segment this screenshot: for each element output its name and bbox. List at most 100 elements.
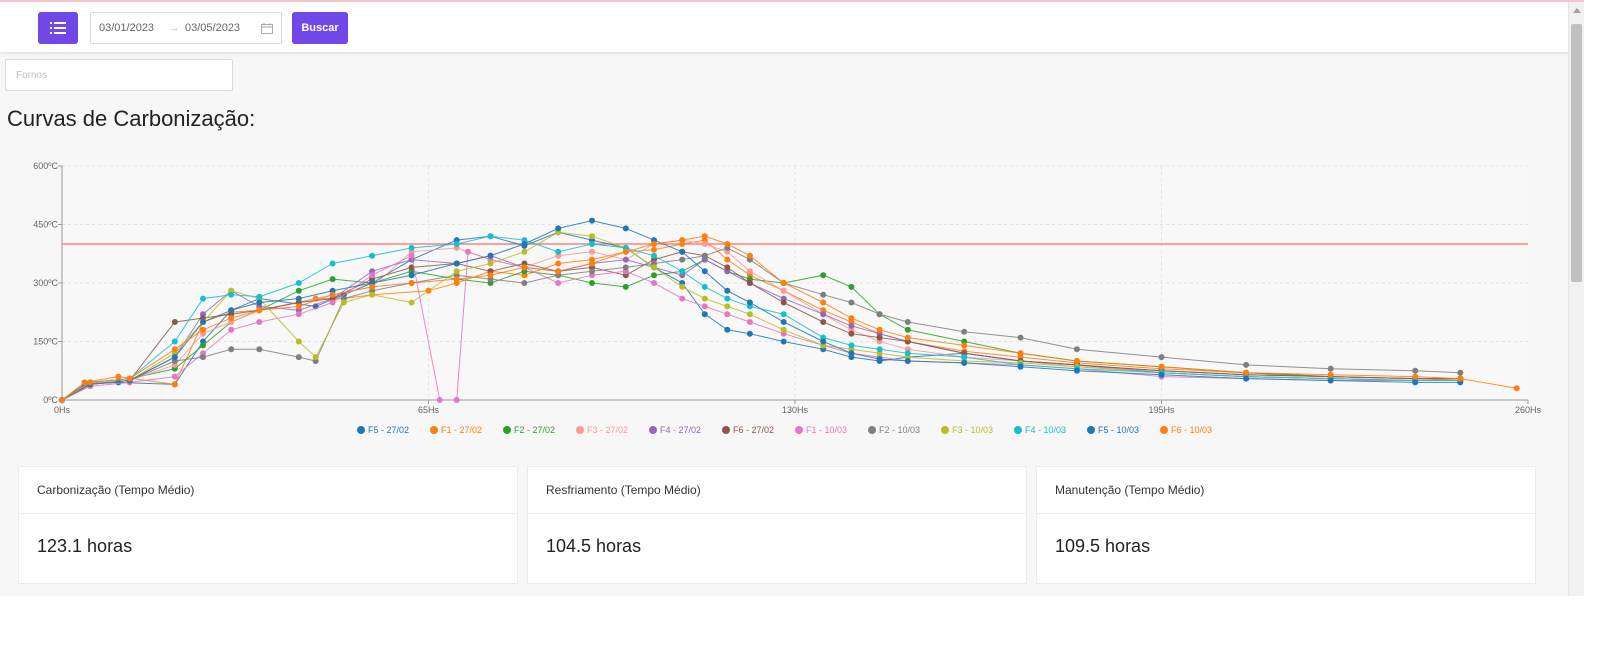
data-point — [651, 241, 657, 247]
data-point — [961, 359, 968, 366]
data-point — [679, 295, 686, 302]
fornos-select[interactable] — [5, 59, 233, 91]
data-point — [256, 299, 263, 306]
scroll-up-arrow-icon[interactable] — [1573, 8, 1581, 13]
data-point — [228, 307, 235, 314]
data-point — [1513, 385, 1520, 392]
data-point — [171, 338, 178, 345]
series-line — [61, 235, 1517, 401]
legend-marker — [795, 426, 803, 434]
data-point — [876, 334, 883, 341]
data-point — [171, 346, 178, 353]
calendar-icon[interactable] — [261, 22, 273, 34]
cooling-card: Resfriamento (Tempo Médio) 104.5 horas — [527, 466, 1027, 584]
data-point — [589, 233, 595, 240]
data-point — [1457, 375, 1464, 382]
data-point — [651, 252, 657, 259]
top-toolbar: 03/01/2023 → 03/05/2023 Buscar — [0, 2, 1584, 52]
data-point — [746, 252, 753, 259]
data-point — [521, 264, 528, 271]
legend-marker — [649, 426, 657, 434]
data-point — [622, 256, 629, 263]
data-point — [256, 307, 263, 314]
legend-label: F3 - 10/03 — [952, 425, 993, 435]
search-button[interactable]: Buscar — [292, 12, 348, 44]
data-point — [329, 291, 336, 298]
data-point — [555, 225, 562, 232]
data-point — [1017, 363, 1024, 370]
data-point — [408, 244, 415, 251]
series-line — [61, 247, 1461, 401]
legend-marker — [1087, 426, 1095, 434]
data-point — [228, 326, 235, 333]
data-point — [81, 379, 88, 386]
scroll-thumb[interactable] — [1571, 24, 1582, 282]
data-point — [295, 311, 302, 318]
app-window: 03/01/2023 → 03/05/2023 Buscar Curvas de… — [0, 0, 1584, 596]
y-tick-label: 600ºC — [33, 161, 58, 171]
data-point — [820, 272, 827, 279]
data-point — [228, 291, 235, 298]
data-point — [1158, 354, 1165, 361]
data-point — [724, 264, 731, 271]
data-point — [340, 299, 347, 306]
legend-label: F6 - 27/02 — [733, 425, 774, 435]
y-tick-label: 450ºC — [33, 220, 58, 230]
data-point — [408, 299, 415, 306]
data-point — [1073, 346, 1080, 353]
y-tick-label: 300ºC — [33, 278, 58, 288]
menu-button[interactable] — [38, 12, 78, 44]
data-point — [904, 334, 911, 341]
data-point — [1457, 369, 1464, 376]
data-point — [724, 326, 731, 333]
card-value: 109.5 horas — [1055, 536, 1151, 556]
data-point — [555, 260, 562, 267]
data-point — [487, 233, 494, 240]
data-point — [746, 268, 753, 275]
data-point — [487, 252, 494, 259]
legend-label: F2 - 10/03 — [879, 425, 920, 435]
data-point — [1243, 369, 1250, 376]
data-point — [589, 248, 595, 255]
data-point — [256, 346, 263, 353]
data-point — [256, 293, 263, 300]
data-point — [679, 248, 686, 255]
data-point — [780, 287, 787, 294]
x-tick-label: 130Hs — [782, 405, 809, 415]
x-tick-label: 0Hs — [54, 405, 71, 415]
data-point — [780, 299, 787, 306]
data-point — [295, 354, 302, 361]
data-point — [820, 338, 827, 345]
data-point — [651, 272, 657, 279]
data-point — [115, 373, 122, 380]
data-point — [295, 303, 302, 310]
data-point — [746, 280, 753, 286]
data-point — [200, 319, 206, 325]
data-point — [848, 283, 855, 290]
data-point — [780, 319, 787, 325]
page-title: Curvas de Carbonização: — [7, 106, 256, 131]
end-date[interactable]: 03/05/2023 — [185, 22, 241, 34]
data-point — [487, 272, 494, 279]
data-point — [408, 280, 415, 286]
data-point — [746, 330, 753, 337]
data-point — [820, 311, 827, 318]
vertical-scrollbar[interactable] — [1568, 2, 1584, 596]
arrow-right-icon: → — [168, 22, 180, 34]
data-point — [521, 248, 528, 255]
data-point — [453, 397, 460, 403]
data-point — [453, 268, 460, 275]
card-label: Manutenção (Tempo Médio) — [1037, 467, 1535, 514]
start-date[interactable]: 03/01/2023 — [99, 22, 155, 34]
data-point — [1158, 363, 1165, 370]
date-range-picker[interactable]: 03/01/2023 → 03/05/2023 — [90, 12, 282, 44]
data-point — [848, 342, 855, 349]
data-point — [724, 303, 731, 310]
legend-marker — [722, 426, 730, 434]
data-point — [701, 311, 708, 318]
y-tick-label: 0ºC — [43, 395, 58, 405]
data-point — [589, 268, 595, 275]
data-point — [724, 295, 731, 302]
data-point — [521, 280, 528, 286]
data-point — [453, 241, 460, 247]
